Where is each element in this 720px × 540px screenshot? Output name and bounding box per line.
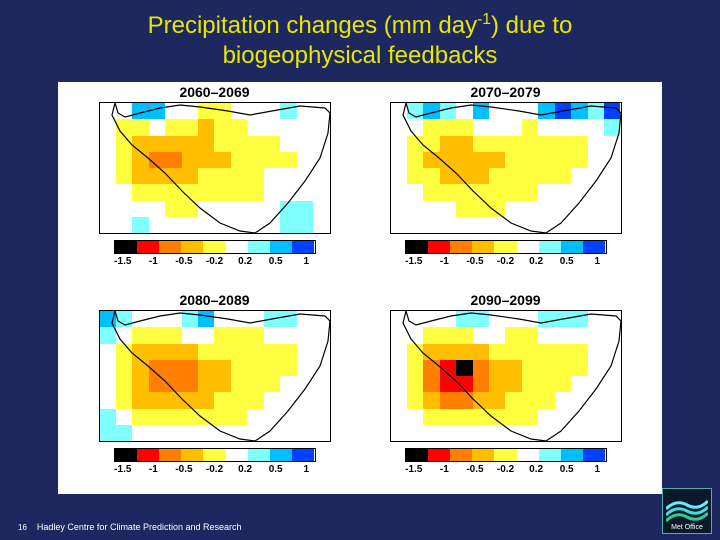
colorbar: -1.5-1-0.5-0.20.20.51: [108, 448, 322, 475]
panel-title: 2090–2099: [470, 292, 540, 308]
colorbar-label: 0.5: [260, 256, 291, 267]
colorbar-label: -1.5: [399, 464, 430, 475]
title-line-2: biogeophysical feedbacks: [223, 42, 498, 69]
map-box: [390, 102, 622, 234]
map-box: [99, 102, 331, 234]
met-office-logo: Met Office: [662, 488, 712, 534]
panel-grid: 2060–2069-1.5-1-0.5-0.20.20.512070–2079-…: [58, 82, 662, 494]
map-panel: 2090–2099 -1.5-1-0.5-0.20.20.51: [379, 292, 632, 488]
colorbar-label: -0.5: [169, 256, 200, 267]
slide-title: Precipitation changes (mm day-1) due to …: [0, 0, 720, 71]
colorbar-label: 0.2: [230, 256, 261, 267]
colorbar: -1.5-1-0.5-0.20.20.51: [399, 448, 613, 475]
logo-text: Met Office: [671, 524, 703, 531]
colorbar-labels: -1.5-1-0.5-0.20.20.51: [108, 256, 322, 267]
colorbar-label: -0.2: [490, 256, 521, 267]
slide-root: Precipitation changes (mm day-1) due to …: [0, 0, 720, 540]
page-number: 16: [18, 523, 27, 532]
colorbar-labels: -1.5-1-0.5-0.20.20.51: [399, 464, 613, 475]
colorbar-label: 1: [582, 464, 613, 475]
map-panel: 2060–2069 -1.5-1-0.5-0.20.20.51: [88, 84, 341, 280]
colorbar-label: -0.5: [169, 464, 200, 475]
map-panel: 2080–2089 -1.5-1-0.5-0.20.20.51: [88, 292, 341, 488]
panel-title: 2070–2079: [470, 84, 540, 100]
map-box: [99, 310, 331, 442]
colorbar-labels: -1.5-1-0.5-0.20.20.51: [399, 256, 613, 267]
colorbar-label: 0.5: [551, 256, 582, 267]
colorbar-label: -1.5: [108, 256, 139, 267]
colorbar-label: 0.5: [551, 464, 582, 475]
map-box: [390, 310, 622, 442]
colorbar-label: -0.2: [199, 256, 230, 267]
colorbar-label: -1: [138, 464, 169, 475]
colorbar-labels: -1.5-1-0.5-0.20.20.51: [108, 464, 322, 475]
colorbar-label: 0.2: [521, 464, 552, 475]
colorbar-label: -1: [138, 256, 169, 267]
map-panel: 2070–2079 -1.5-1-0.5-0.20.20.51: [379, 84, 632, 280]
footer: 16 Hadley Centre for Climate Prediction …: [18, 522, 242, 532]
colorbar: -1.5-1-0.5-0.20.20.51: [108, 240, 322, 267]
logo-waves-icon: [666, 495, 708, 523]
colorbar-label: -0.5: [460, 464, 491, 475]
footer-text: Hadley Centre for Climate Prediction and…: [37, 522, 242, 532]
panel-title: 2060–2069: [179, 84, 249, 100]
colorbar-label: -0.2: [199, 464, 230, 475]
panel-title: 2080–2089: [179, 292, 249, 308]
title-part-b: ) due to: [491, 12, 572, 39]
colorbar-label: -1: [429, 256, 460, 267]
colorbar-label: -1.5: [108, 464, 139, 475]
colorbar-label: 1: [291, 256, 322, 267]
colorbar-label: -0.5: [460, 256, 491, 267]
colorbar-label: -0.2: [490, 464, 521, 475]
title-part-a: Precipitation changes (mm day: [148, 12, 477, 39]
colorbar-label: 0.5: [260, 464, 291, 475]
colorbar: -1.5-1-0.5-0.20.20.51: [399, 240, 613, 267]
colorbar-label: -1.5: [399, 256, 430, 267]
title-superscript: -1: [477, 11, 491, 28]
chart-area: 2060–2069-1.5-1-0.5-0.20.20.512070–2079-…: [58, 82, 662, 494]
colorbar-label: 0.2: [521, 256, 552, 267]
colorbar-label: -1: [429, 464, 460, 475]
colorbar-label: 0.2: [230, 464, 261, 475]
colorbar-label: 1: [582, 256, 613, 267]
colorbar-label: 1: [291, 464, 322, 475]
